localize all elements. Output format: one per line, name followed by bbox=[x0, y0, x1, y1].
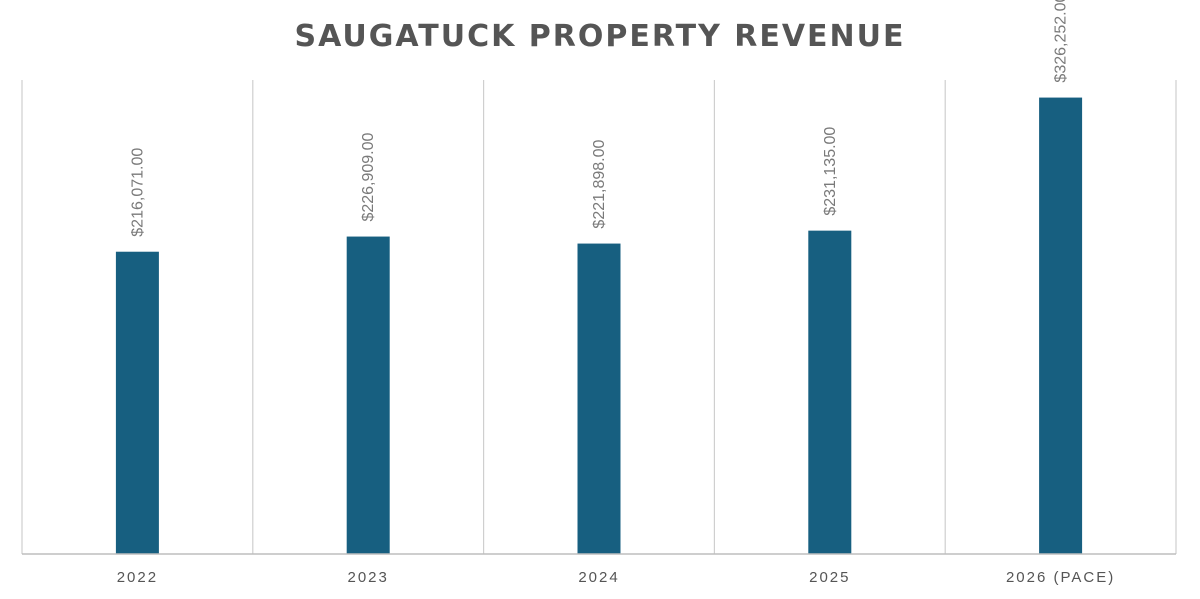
bar bbox=[1039, 97, 1083, 554]
data-labels: $216,071.00 $226,909.00 $221,898.00 $231,13… bbox=[129, 0, 1069, 237]
bar-value-label: $221,898.00 bbox=[591, 139, 608, 228]
category-separators bbox=[21, 80, 1177, 554]
bar bbox=[115, 251, 159, 554]
x-tick-label: 2024 bbox=[578, 569, 619, 586]
bar-value-label: $216,071.00 bbox=[129, 148, 146, 237]
bar-value-label: $231,135.00 bbox=[822, 127, 839, 216]
x-tick-label: 2022 bbox=[117, 569, 158, 586]
bar-value-label: $326,252.00 bbox=[1053, 0, 1070, 83]
x-tick-label: 2026 (PACE) bbox=[1006, 569, 1115, 586]
x-tick-label: 2023 bbox=[348, 569, 389, 586]
bar-value-label: $226,909.00 bbox=[360, 132, 377, 221]
chart-title: SAUGATUCK PROPERTY REVENUE bbox=[294, 19, 905, 54]
bar bbox=[577, 243, 621, 554]
x-tick-label: 2025 bbox=[809, 569, 850, 586]
x-axis-tick-labels: 2022 2023 2024 2025 2026 (PACE) bbox=[117, 569, 1115, 586]
bar bbox=[346, 236, 390, 555]
bars bbox=[115, 97, 1083, 555]
bar bbox=[808, 230, 852, 554]
